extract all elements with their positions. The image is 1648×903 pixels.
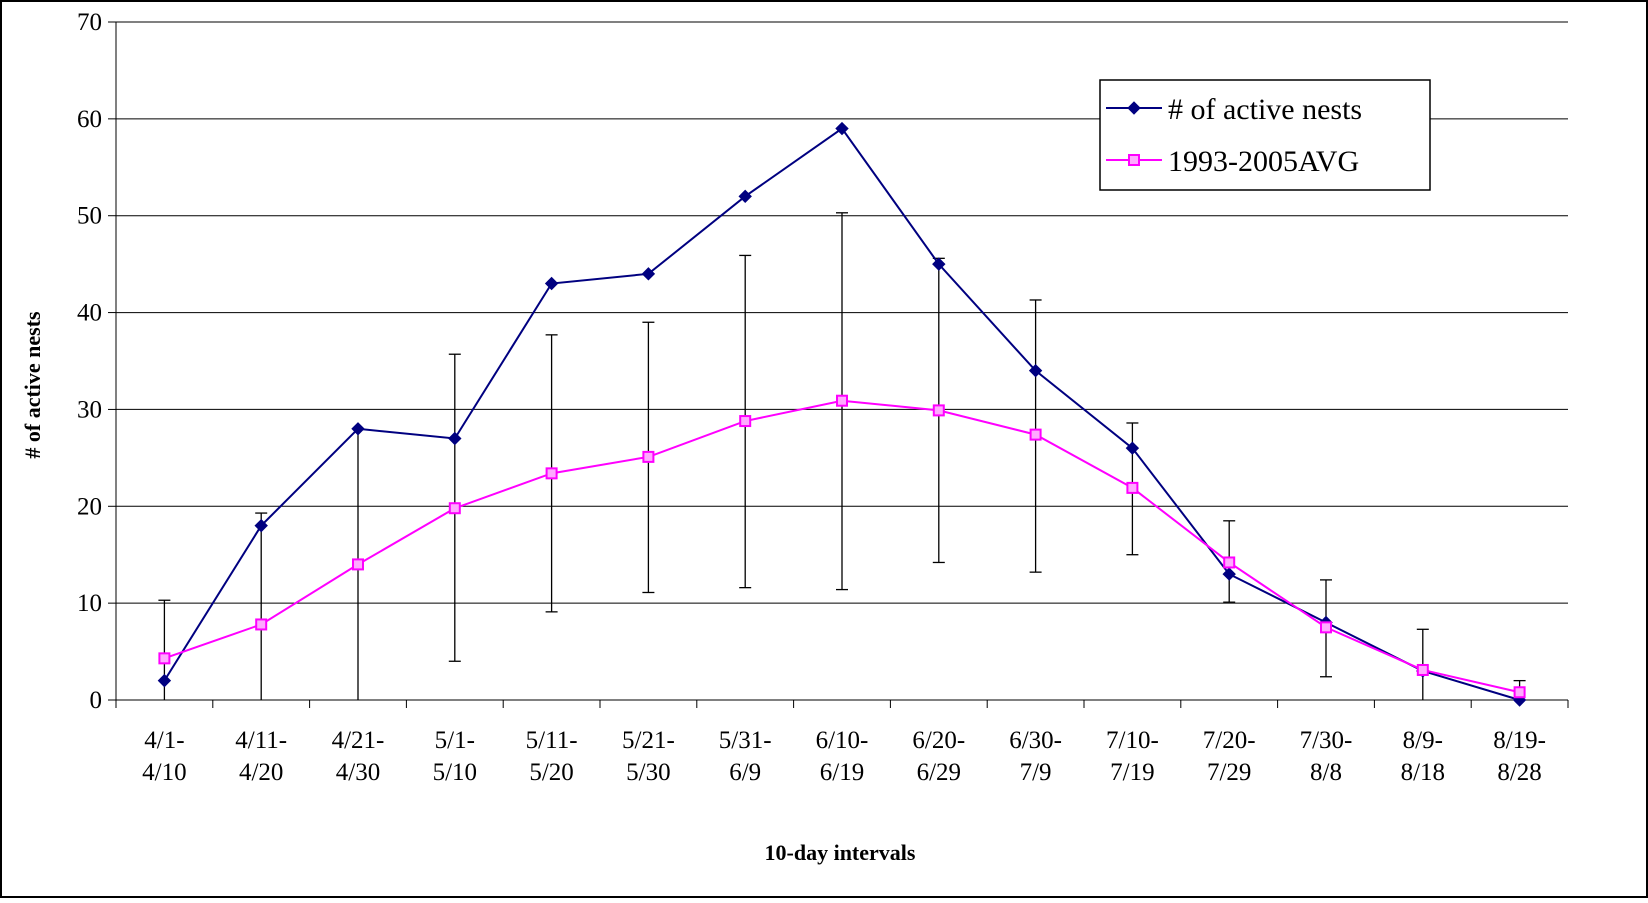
x-tick-label: 4/21- [332, 727, 385, 754]
y-tick-label: 40 [77, 300, 102, 327]
data-point-series-2 [1320, 621, 1332, 634]
x-tick-label: 5/31- [719, 727, 772, 754]
x-tick-label: 7/30- [1300, 727, 1353, 754]
x-tick-label: 8/18 [1401, 759, 1445, 786]
x-tick-label: 5/30 [626, 759, 670, 786]
data-point-series-2 [1029, 428, 1042, 441]
data-point-series-2 [545, 467, 558, 480]
y-tick-label: 20 [77, 493, 102, 520]
x-axis-title: 10-day intervals [765, 840, 916, 865]
y-tick-label: 0 [90, 687, 103, 714]
series-lines [157, 121, 1527, 707]
x-tick-label: 7/9 [1020, 759, 1052, 786]
legend-marker [1128, 154, 1140, 166]
data-point-series-1 [1028, 363, 1043, 378]
x-tick-label: 7/20- [1203, 727, 1256, 754]
data-point-series-1 [351, 422, 365, 436]
data-point-series-2 [932, 404, 945, 417]
legend: # of active nests 1993-2005AVG [1099, 79, 1431, 191]
x-tick-label: 6/20- [912, 727, 965, 754]
x-tick-label: 8/8 [1310, 759, 1342, 786]
x-tick-label: 6/19 [820, 759, 864, 786]
x-tick-label: 4/20 [239, 759, 283, 786]
y-tick-label: 60 [77, 106, 102, 133]
y-axis-title: # of active nests [20, 311, 45, 459]
x-tick-label: 8/28 [1497, 759, 1541, 786]
x-tick-label: 5/21- [622, 727, 675, 754]
data-point-series-1 [932, 257, 946, 271]
data-point-series-1 [641, 267, 656, 281]
data-point-series-2 [739, 415, 752, 428]
x-tick-label: 5/11- [526, 727, 578, 754]
y-tick-label: 30 [77, 396, 102, 423]
data-point-series-2 [1513, 686, 1526, 699]
data-point-series-1 [448, 431, 462, 446]
x-tick-label: 5/10 [433, 759, 477, 786]
data-point-series-2 [448, 502, 461, 515]
x-tick-label: 4/10 [142, 759, 186, 786]
data-point-series-2 [836, 394, 848, 407]
x-tick-label: 6/29 [917, 759, 961, 786]
y-tick-label: 70 [77, 9, 102, 36]
legend-label: 1993-2005AVG [1168, 145, 1359, 178]
data-point-series-1 [835, 121, 849, 136]
x-tick-label: 8/9- [1403, 727, 1443, 754]
x-tick-label: 6/10- [816, 727, 869, 754]
x-tick-label: 7/19 [1110, 759, 1154, 786]
data-point-series-1 [254, 518, 268, 533]
data-point-series-2 [352, 558, 364, 571]
data-point-series-1 [738, 189, 752, 204]
data-point-series-2 [642, 450, 655, 463]
x-tick-label: 8/19- [1493, 727, 1546, 754]
x-tick-label: 4/1- [144, 727, 184, 754]
x-tick-label: 4/30 [336, 759, 380, 786]
data-point-series-1 [544, 276, 559, 291]
legend-marker [1127, 101, 1141, 115]
x-tick-label: 6/30- [1009, 727, 1062, 754]
legend-box [1099, 79, 1431, 191]
legend-label: # of active nests [1168, 93, 1362, 126]
y-tick-label: 10 [77, 590, 102, 617]
x-tick-label: 7/29 [1207, 759, 1251, 786]
data-point-series-2 [1416, 663, 1429, 676]
data-point-series-2 [255, 618, 268, 631]
x-tick-label: 5/20 [529, 759, 573, 786]
tick-labels: 0 10 20 30 40 50 60 70 4/1- 4/10 4/11- 4/20 4/21- 4/3… [77, 9, 1546, 786]
data-point-series-1 [1222, 567, 1236, 581]
data-point-series-2 [158, 652, 171, 665]
data-point-series-1 [1125, 441, 1140, 455]
data-point-series-2 [1126, 481, 1139, 494]
x-tick-label: 6/9 [729, 759, 761, 786]
x-tick-label: 7/10- [1106, 727, 1159, 754]
x-tick-label: 4/11- [235, 727, 287, 754]
x-tick-label: 5/1- [435, 727, 475, 754]
data-point-series-2 [1223, 556, 1236, 569]
data-point-series-1 [157, 673, 172, 688]
y-tick-label: 50 [77, 203, 102, 230]
